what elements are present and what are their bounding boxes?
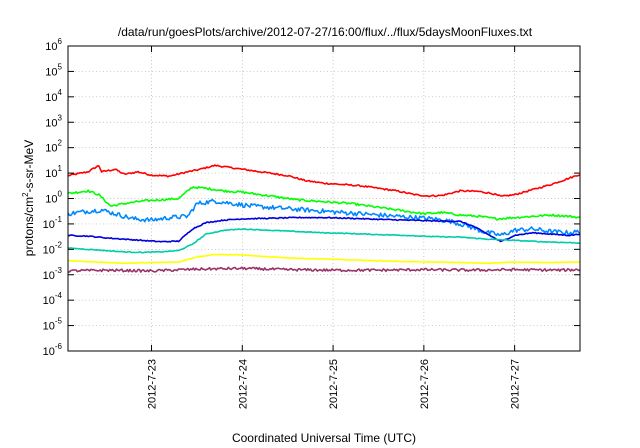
y-tick-label: 10-3 — [43, 266, 63, 282]
series-line-2 — [67, 198, 581, 237]
y-tick-label: 106 — [45, 37, 62, 53]
tick-layer — [68, 45, 580, 352]
series-line-0 — [67, 164, 581, 198]
y-tick-label: 10-4 — [43, 291, 63, 307]
series-line-3 — [67, 216, 580, 243]
x-tick-label: 2012-7-26 — [419, 359, 431, 409]
x-tick-label: 2012-7-25 — [328, 359, 340, 409]
x-tick-label: 2012-7-24 — [237, 359, 249, 409]
y-axis-label-superscript: 2 — [21, 192, 30, 197]
series-line-1 — [67, 185, 581, 221]
series-layer — [67, 164, 581, 273]
y-tick-label: 10-2 — [43, 240, 63, 256]
y-tick-label: 105 — [45, 62, 62, 78]
y-tick-label: 10-1 — [43, 215, 63, 231]
series-line-4 — [67, 228, 581, 254]
x-tick-label: 2012-7-27 — [510, 359, 522, 409]
y-tick-labels: 10-6 10-5 10-4 10-3 10-2 10-1 100 101 102 103 104 1… — [43, 37, 63, 358]
y-tick-label: 103 — [45, 113, 62, 129]
y-axis-label: protons/cm2-s-sr-MeV — [21, 140, 36, 256]
y-tick-label: 104 — [45, 88, 62, 104]
chart-title: /data/run/goesPlots/archive/2012-07-27/1… — [118, 25, 533, 39]
grid-layer — [68, 46, 580, 351]
y-axis-label-part-a: protons/cm — [22, 197, 36, 256]
y-axis-label-part-b: -s-sr-MeV — [22, 140, 36, 193]
series-line-5 — [68, 253, 581, 265]
x-axis-label: Coordinated Universal Time (UTC) — [232, 431, 416, 445]
series-line-6 — [68, 266, 581, 273]
x-tick-labels: 2012-7-23 2012-7-24 2012-7-25 2012-7-26 2012… — [147, 359, 522, 409]
y-tick-label: 102 — [45, 139, 62, 155]
x-tick-label: 2012-7-23 — [147, 359, 159, 409]
y-tick-label: 101 — [45, 164, 62, 180]
y-tick-label: 10-6 — [43, 342, 63, 358]
y-tick-label: 100 — [45, 190, 62, 206]
y-tick-label: 10-5 — [43, 317, 63, 333]
